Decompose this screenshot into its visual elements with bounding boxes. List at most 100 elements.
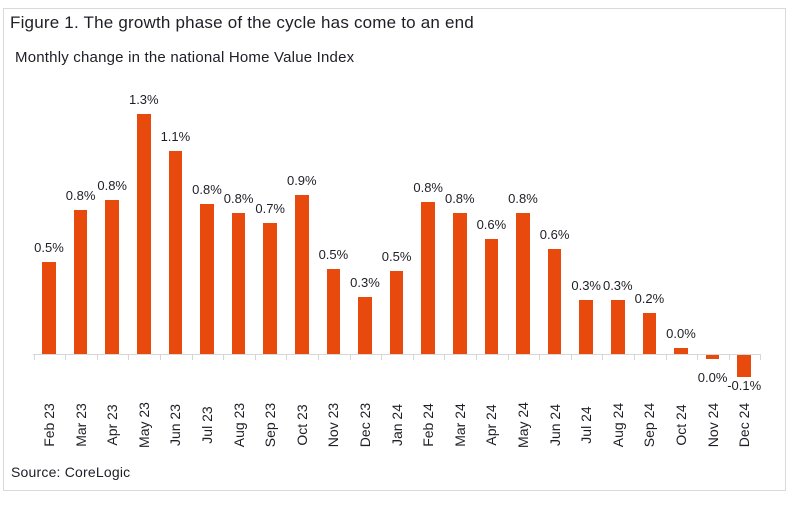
x-axis-label: Jul 23 (199, 406, 215, 444)
bar-value-label: 0.5% (381, 248, 412, 264)
bar-value-label: 0.2% (634, 291, 665, 307)
x-axis-tick (602, 355, 604, 360)
bar-value-label: 0.8% (444, 191, 475, 207)
bar-value-label: 0.8% (508, 191, 538, 207)
bar-aug-23 (231, 213, 246, 354)
x-axis-label: May 24 (515, 402, 531, 448)
bar-value-label: 0.0% (666, 326, 696, 342)
bar-feb-23 (42, 261, 56, 354)
bar-mar-24 (453, 213, 467, 354)
bar-oct-24 (674, 348, 688, 354)
x-axis-tick (223, 355, 225, 360)
x-axis-tick (760, 355, 762, 360)
x-axis-label: Dec 23 (357, 402, 373, 448)
x-axis-tick (128, 355, 130, 360)
x-axis-label: Sep 23 (262, 402, 279, 448)
bar-feb-24 (421, 202, 435, 354)
x-axis-line (33, 354, 761, 355)
x-axis-label: Aug 24 (609, 402, 626, 448)
source-note: Source: CoreLogic (11, 464, 131, 480)
bar-oct-23 (295, 194, 309, 354)
x-axis-tick (33, 355, 35, 360)
x-axis-label: Jun 23 (167, 403, 184, 447)
bar-value-label: 0.8% (223, 191, 254, 207)
bar-value-label: 0.3% (350, 274, 380, 290)
x-axis-tick (665, 355, 667, 360)
bar-aug-24 (611, 300, 625, 354)
x-axis-tick (286, 355, 288, 360)
x-axis-tick (96, 355, 98, 360)
bar-value-label: 0.8% (97, 178, 127, 194)
chart-subtitle: Monthly change in the national Home Valu… (15, 49, 355, 66)
bar-value-label: 0.3% (571, 278, 601, 294)
x-axis-tick (507, 355, 509, 360)
x-axis-label: Dec 24 (736, 402, 753, 448)
bar-apr-24 (484, 239, 499, 354)
x-axis-label: Mar 23 (72, 403, 89, 447)
x-axis-tick (381, 355, 383, 360)
bar-value-label: 0.0% (697, 370, 728, 385)
bar-value-label: 1.1% (160, 128, 191, 144)
bar-jul-23 (200, 204, 214, 354)
x-axis-label: Apr 24 (483, 404, 500, 446)
x-axis-tick (633, 355, 635, 360)
x-axis-label: Apr 23 (104, 404, 121, 446)
bar-may-23 (137, 113, 151, 354)
figure-title: Figure 1. The growth phase of the cycle … (10, 13, 474, 32)
x-axis-tick (65, 355, 67, 360)
bar-value-label: 0.8% (192, 182, 222, 198)
bar-value-label: -0.1% (727, 378, 762, 394)
x-axis-tick (444, 355, 446, 360)
bar-dec-23 (358, 296, 372, 354)
bar-value-label: 0.8% (65, 187, 96, 203)
x-axis-tick (570, 355, 572, 360)
x-axis-tick (349, 355, 351, 360)
bar-apr-23 (105, 200, 119, 354)
bar-value-label: 0.5% (34, 239, 64, 255)
x-axis-label: Oct 23 (293, 404, 310, 446)
x-axis-label: Mar 24 (451, 403, 468, 447)
x-axis-tick (539, 355, 541, 360)
x-axis-label: Jul 24 (578, 406, 595, 444)
bar-may-24 (516, 213, 530, 354)
bar-value-label: 0.6% (539, 226, 570, 242)
bar-jan-24 (389, 270, 404, 354)
bar-sep-23 (263, 222, 277, 354)
bar-sep-24 (642, 313, 657, 354)
x-axis-tick (254, 355, 256, 360)
bar-value-label: 0.5% (318, 246, 349, 262)
x-axis-tick (697, 355, 699, 360)
x-axis-label: Aug 23 (230, 402, 247, 448)
x-axis-tick (475, 355, 477, 360)
bar-nov-23 (326, 268, 341, 354)
x-axis-label: Jan 24 (388, 403, 405, 447)
bar-jun-23 (168, 150, 183, 354)
x-axis-tick (317, 355, 319, 360)
figure-frame (3, 8, 786, 491)
x-axis-tick (191, 355, 193, 360)
bar-dec-24 (737, 355, 751, 378)
bar-value-label: 1.3% (128, 91, 159, 107)
x-axis-label: Sep 24 (641, 402, 658, 448)
bar-value-label: 0.7% (255, 200, 285, 216)
bar-value-label: 0.8% (413, 180, 443, 196)
x-axis-tick (159, 355, 161, 360)
bar-jul-24 (579, 300, 593, 354)
x-axis-tick (728, 355, 730, 360)
bar-mar-23 (73, 209, 88, 354)
x-axis-label: May 23 (135, 402, 152, 448)
x-axis-label: Feb 23 (41, 403, 57, 447)
bar-value-label: 0.3% (602, 278, 633, 294)
x-axis-label: Oct 24 (673, 404, 689, 446)
bar-value-label: 0.6% (476, 217, 507, 233)
x-axis-label: Nov 23 (325, 402, 342, 448)
bar-jun-24 (547, 248, 562, 354)
bar-nov-24 (705, 355, 720, 359)
x-axis-label: Jun 24 (546, 403, 563, 447)
x-axis-tick (412, 355, 414, 360)
x-axis-label: Feb 24 (420, 403, 437, 447)
bar-value-label: 0.9% (286, 172, 317, 188)
x-axis-label: Nov 24 (704, 402, 721, 448)
